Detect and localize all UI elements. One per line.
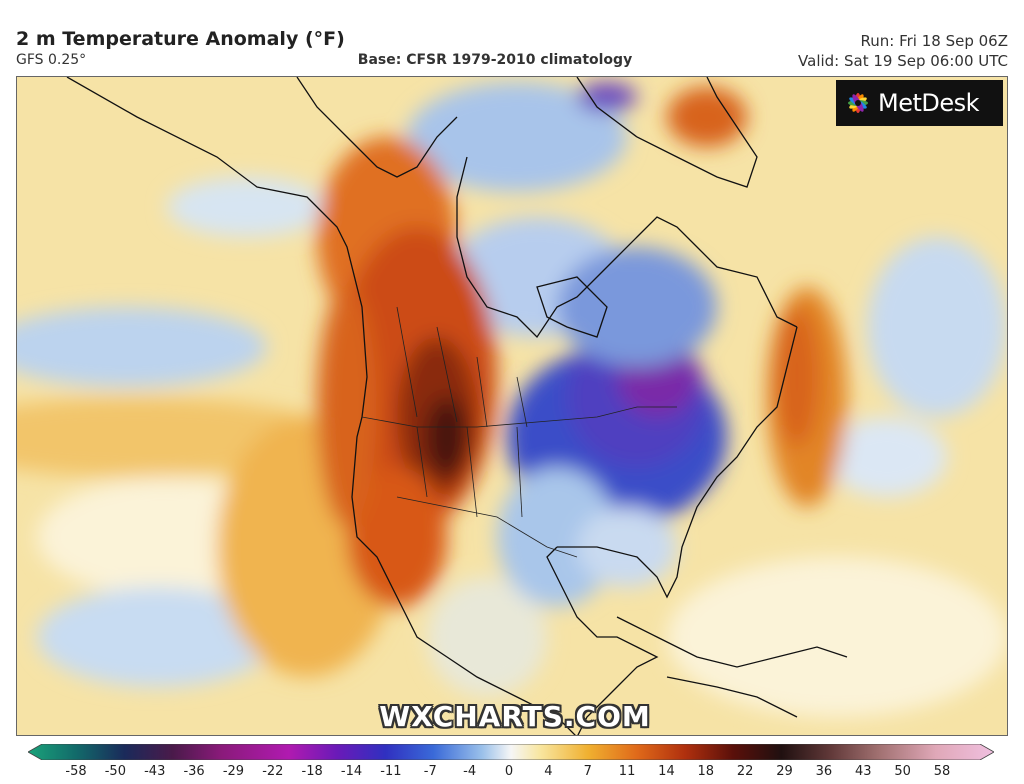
scale-tick-label: -4 (463, 764, 477, 779)
coastlines (66, 77, 848, 735)
scale-tick-label: -43 (144, 764, 166, 779)
watermark: WXCHARTS.COM (379, 700, 651, 733)
chart-header: 2 m Temperature Anomaly (°F) GFS 0.25° B… (0, 0, 1024, 76)
scale-tick-label: 29 (776, 764, 793, 779)
scale-tick-label: -50 (104, 764, 126, 779)
scale-tick-label: -14 (340, 764, 363, 779)
model-label: GFS 0.25° (16, 52, 87, 68)
scale-tick-label: -36 (183, 764, 205, 779)
color-scale-gradient (28, 744, 994, 760)
scale-tick-label: 7 (583, 764, 592, 779)
scale-tick-label: 18 (697, 764, 715, 779)
run-label: Run: Fri 18 Sep 06Z (860, 32, 1008, 50)
scale-tick-label: 22 (736, 764, 754, 779)
anomaly-map (16, 76, 1008, 736)
scale-tick-label: 0 (504, 764, 514, 779)
scale-tick-label: -22 (262, 764, 284, 779)
scale-tick-label: -58 (65, 764, 87, 779)
scale-tick-label: 36 (815, 764, 833, 779)
climatology-label: Base: CFSR 1979-2010 climatology (357, 52, 633, 68)
scale-tick-label: 11 (618, 764, 636, 779)
map-canvas (17, 77, 1007, 735)
scale-tick-label: 43 (854, 764, 872, 779)
scale-tick-label: 58 (933, 764, 951, 779)
scale-tick-label: 4 (544, 764, 553, 779)
map-title: 2 m Temperature Anomaly (°F) (16, 28, 345, 50)
political-borders (361, 306, 677, 558)
color-scale-bar (28, 744, 994, 760)
flower-logo-icon (848, 93, 868, 113)
color-scale-ticks: -58 -50 -43 -36 -29 -22 -18 -14 -11 -7 -4 0 4 7 11 14 18… (0, 764, 1024, 784)
scale-tick-label: 50 (894, 764, 911, 779)
scale-tick-label: -29 (222, 764, 245, 779)
scale-tick-label: -11 (380, 764, 402, 779)
scale-tick-label: -7 (423, 764, 437, 779)
scale-tick-label: 14 (658, 764, 675, 779)
metdesk-logo: MetDesk (836, 80, 1003, 126)
scale-tick-label: -18 (301, 764, 323, 779)
valid-time-label: Valid: Sat 19 Sep 06:00 UTC (798, 52, 1008, 70)
logo-text: MetDesk (878, 89, 980, 117)
